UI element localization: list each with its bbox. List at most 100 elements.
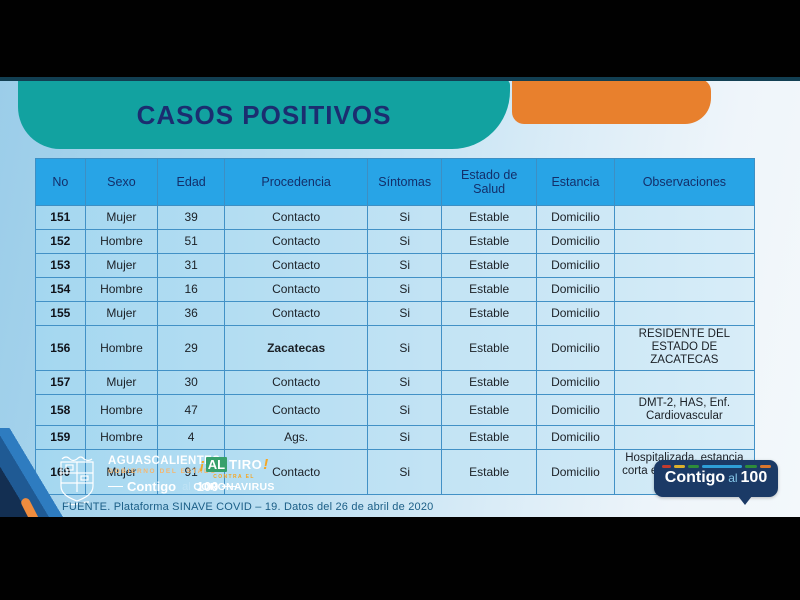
table-cell: Estable xyxy=(441,277,538,302)
altiro-al: AL xyxy=(205,457,228,472)
table-row: 158 Hombre 47 Contacto Si Estable Domicilio DMT… xyxy=(35,393,756,427)
table-cell xyxy=(613,369,756,395)
table-cell xyxy=(613,253,756,278)
table-row: 156 Hombre 29 Zacatecas Si Estable Domicilio RE… xyxy=(35,325,756,371)
coat-of-arms-icon xyxy=(60,456,94,506)
table-row: 157 Mujer 30 Contacto Si Estable Domicilio xyxy=(35,369,756,395)
table-cell: Hombre xyxy=(84,425,159,451)
letterbox-top-bar xyxy=(0,0,800,77)
source-text: FUENTE. Plataforma SINAVE COVID – 19. Da… xyxy=(62,501,434,513)
table-cell xyxy=(613,425,756,451)
page-title: CASOS POSITIVOS xyxy=(136,99,392,130)
table-cell: 153 xyxy=(35,253,86,278)
table-cell: Si xyxy=(367,301,443,326)
table-cell: Domicilio xyxy=(536,277,615,302)
column-header: Sexo xyxy=(84,158,159,206)
table-cell: 51 xyxy=(157,229,226,254)
table-row: 155 Mujer 36 Contacto Si Estable Domicilio xyxy=(35,301,756,326)
table-header-row: No Sexo Edad Procedencia Síntomas Estado de S… xyxy=(35,158,756,206)
table-cell: Si xyxy=(367,277,443,302)
table-cell: Hombre xyxy=(84,277,159,302)
table-cell: Mujer xyxy=(84,301,159,326)
letterbox-bottom-bar xyxy=(0,517,800,600)
exclamation-close: ! xyxy=(263,456,269,473)
badge-speech-tail xyxy=(738,496,752,505)
table-cell: Si xyxy=(367,369,443,395)
table-cell: Domicilio xyxy=(536,393,615,427)
table-cell: Hombre xyxy=(84,393,159,427)
table-cell: 30 xyxy=(157,369,226,395)
table-cell: 155 xyxy=(35,301,86,326)
table-cell: Zacatecas xyxy=(224,325,369,371)
table-cell xyxy=(613,277,756,302)
table-cell: 91 xyxy=(157,449,226,495)
table-cell: Contacto xyxy=(224,449,369,495)
table-cell: Estable xyxy=(441,229,538,254)
altiro-coronavirus-text: CORONAVIRUS xyxy=(193,481,275,493)
slogan-100: 100 xyxy=(196,479,219,494)
table-row: 160Mujer91ContactoSiEstableDomicilioHosp… xyxy=(35,449,756,495)
table-cell: Contacto xyxy=(224,229,369,254)
table-cell: Si xyxy=(367,393,443,427)
column-header: Estancia xyxy=(536,158,615,206)
orange-accent-banner xyxy=(512,81,711,124)
table-cell: Si xyxy=(367,425,443,451)
table-cell: 151 xyxy=(35,205,86,230)
table-cell: Domicilio xyxy=(536,229,615,254)
table-cell: Si xyxy=(367,449,443,495)
table-cell: Estable xyxy=(441,325,538,371)
table-cell: Hombre xyxy=(84,325,159,371)
table-cell: 4 xyxy=(157,425,226,451)
table-cell: Estable xyxy=(441,301,538,326)
table-cell: 154 xyxy=(35,277,86,302)
column-header: Observaciones xyxy=(613,158,756,206)
column-header: Síntomas xyxy=(367,158,443,206)
gov-logo-name: AGUASCALIENTES xyxy=(108,455,221,467)
table-cell: Si xyxy=(367,205,443,230)
table-cell: 152 xyxy=(35,229,86,254)
table-cell: Domicilio xyxy=(536,325,615,371)
table-cell: Domicilio xyxy=(536,369,615,395)
table-cell: Domicilio xyxy=(536,205,615,230)
table-cell: RESIDENTE DEL ESTADO DE ZACATECAS xyxy=(613,325,756,371)
table-row: 152 Hombre 51 Contacto Si Estable Domicilio xyxy=(35,229,756,254)
table-cell: 39 xyxy=(157,205,226,230)
gov-logo-slogan: Contigo al 100 xyxy=(108,479,238,494)
exclamation-open: ¡ xyxy=(199,456,205,473)
table-cell: Contacto xyxy=(224,393,369,427)
badge-al: al xyxy=(728,471,738,485)
altiro-coronavirus-logo: ¡ AL TIRO ! CONTRA EL CORONAVIRUS xyxy=(193,456,275,493)
table-cell: Mujer xyxy=(84,205,159,230)
table-cell: Contacto xyxy=(224,205,369,230)
column-header: Estado de Salud xyxy=(441,158,538,206)
table-cell: Contacto xyxy=(224,277,369,302)
slide-canvas: CASOS POSITIVOS No Sexo Edad Procedencia Sín… xyxy=(0,81,800,517)
table-row: 153 Mujer 31 Contacto Si Estable Domicilio xyxy=(35,253,756,278)
table-cell: Estable xyxy=(441,253,538,278)
table-cell: Domicilio xyxy=(536,425,615,451)
table-cell: Estable xyxy=(441,369,538,395)
slogan-al: al xyxy=(182,480,191,493)
table-cell xyxy=(613,205,756,230)
gov-logo-subtitle: GOBIERNO DEL ESTADO xyxy=(108,468,217,475)
cases-table-wrapper: No Sexo Edad Procedencia Síntomas Estado de S… xyxy=(35,158,756,495)
slide-top-edge-line xyxy=(0,77,800,81)
table-row: 151 Mujer 39 Contacto Si Estable Domicilio xyxy=(35,205,756,230)
table-cell: Domicilio xyxy=(536,253,615,278)
badge-contigo: Contigo xyxy=(664,469,726,486)
table-cell: Mujer xyxy=(84,369,159,395)
table-cell: 31 xyxy=(157,253,226,278)
table-cell: Si xyxy=(367,253,443,278)
table-cell: 157 xyxy=(35,369,86,395)
table-cell: Contacto xyxy=(224,369,369,395)
slogan-contigo: Contigo xyxy=(127,479,177,494)
table-row: 154 Hombre 16 Contacto Si Estable Domicilio xyxy=(35,277,756,302)
positive-cases-table: No Sexo Edad Procedencia Síntomas Estado de S… xyxy=(35,158,756,495)
table-cell: Estable xyxy=(441,393,538,427)
altiro-tiro: TIRO xyxy=(229,457,263,472)
contigo-al-100-badge: Contigo al 100 xyxy=(654,460,778,505)
badge-color-dashes xyxy=(654,465,778,468)
table-cell: Contacto xyxy=(224,301,369,326)
slogan-right-rule xyxy=(222,486,238,487)
